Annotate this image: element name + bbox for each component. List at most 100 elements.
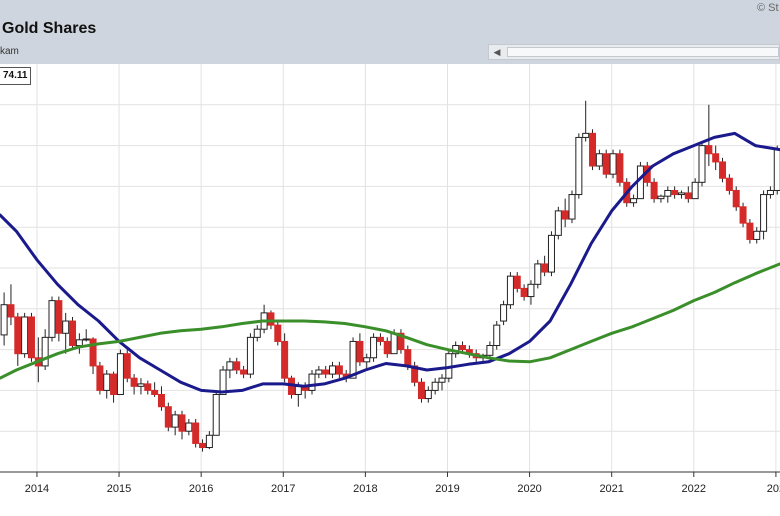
- x-tick-label: 2016: [189, 483, 213, 495]
- candle-up: [568, 194, 576, 220]
- candle-down: [719, 161, 727, 179]
- candle-down: [671, 189, 679, 196]
- candle-up: [137, 383, 145, 387]
- candle-up: [575, 136, 583, 196]
- candle-down: [233, 361, 241, 371]
- candle-up: [766, 189, 774, 196]
- x-tick-label: 2015: [107, 483, 131, 495]
- candle-down: [27, 316, 35, 359]
- candle-up: [253, 328, 261, 338]
- candle-down: [650, 181, 658, 200]
- candle-up: [82, 338, 90, 341]
- price-label: 74.11: [0, 67, 32, 85]
- candle-down: [739, 206, 747, 224]
- candle-up: [308, 373, 316, 391]
- x-axis: 2014 2015 2016 2017 2018 2019 2020 2021 2022 202: [0, 471, 780, 495]
- candle-up: [753, 230, 761, 240]
- candle-down: [684, 192, 692, 200]
- candle-up: [424, 389, 432, 400]
- candle-down: [130, 377, 138, 387]
- candle-down: [397, 332, 405, 351]
- candle-up: [595, 153, 603, 167]
- candle-down: [732, 189, 740, 208]
- candle-up: [294, 385, 302, 395]
- candle-up: [315, 369, 323, 375]
- candle-up: [103, 373, 111, 391]
- candle-up: [691, 181, 699, 200]
- moving-average-series: [0, 131, 780, 394]
- candle-down: [725, 177, 733, 191]
- candle-up: [500, 304, 508, 322]
- candle-up: [21, 316, 29, 355]
- chart-grid: [0, 64, 780, 472]
- candle-up: [349, 340, 357, 379]
- x-tick-label: 202: [767, 483, 780, 495]
- candle-up: [493, 324, 501, 347]
- candle-up: [363, 357, 371, 363]
- candle-up: [438, 377, 446, 383]
- candle-down: [110, 373, 118, 395]
- candle-up: [677, 192, 685, 196]
- candle-up: [370, 336, 378, 359]
- candle-up: [62, 320, 70, 334]
- candle-down: [267, 312, 275, 326]
- scroll-thumb[interactable]: [507, 47, 779, 57]
- chart-scrollbar[interactable]: ◀: [488, 44, 780, 60]
- candlestick-chart: 2014 2015 2016 2017 2018 2019 2020 2021 2022 202: [0, 64, 780, 495]
- candle-up: [582, 132, 590, 138]
- candle-down: [164, 406, 172, 428]
- candle-down: [7, 304, 15, 318]
- candle-up: [41, 336, 49, 367]
- scroll-left-icon[interactable]: ◀: [493, 47, 501, 57]
- x-tick-label: 2017: [271, 483, 295, 495]
- candle-down: [144, 383, 152, 391]
- candle-up: [657, 195, 665, 200]
- candle-down: [192, 422, 200, 444]
- candle-down: [746, 222, 754, 240]
- chart-subtitle: kam: [0, 46, 19, 57]
- x-tick-label: 2020: [517, 483, 541, 495]
- candle-up: [527, 283, 535, 298]
- x-tick-label: 2019: [435, 483, 459, 495]
- candle-down: [356, 340, 364, 363]
- candle-down: [178, 414, 186, 432]
- candle-up: [609, 153, 617, 175]
- candle-up: [246, 336, 254, 375]
- candle-down: [561, 210, 569, 220]
- candle-up: [630, 198, 638, 204]
- candle-down: [417, 381, 425, 400]
- candle-down: [281, 340, 289, 379]
- candle-down: [589, 132, 597, 167]
- copyright-notice: © St: [757, 2, 779, 14]
- x-tick-label: 2014: [25, 483, 49, 495]
- candle-down: [616, 153, 624, 183]
- x-tick-label: 2018: [353, 483, 377, 495]
- candle-up: [547, 234, 555, 273]
- chart-title: Gold Shares: [2, 20, 97, 37]
- candle-up: [185, 422, 193, 432]
- candle-up: [486, 345, 494, 356]
- candle-down: [151, 389, 159, 395]
- candle-down: [404, 349, 412, 367]
- candle-up: [390, 332, 398, 355]
- chart-header: Gold Shares kam © St ◀: [0, 0, 780, 64]
- candle-down: [157, 393, 165, 408]
- candle-up: [664, 189, 672, 197]
- candle-up: [219, 369, 227, 395]
- candle-down: [199, 442, 207, 449]
- candle-down: [520, 287, 528, 298]
- x-tick-label: 2022: [682, 483, 706, 495]
- candle-down: [55, 300, 63, 334]
- short-moving-average-line: [0, 131, 780, 394]
- candle-down: [69, 320, 77, 347]
- candle-up: [554, 210, 562, 236]
- long-moving-average-line: [0, 262, 780, 380]
- candle-up: [212, 393, 220, 436]
- x-tick-label: 2021: [599, 483, 623, 495]
- candle-up: [773, 149, 780, 191]
- candle-down: [376, 336, 384, 342]
- candle-up: [226, 361, 234, 371]
- candle-up: [698, 145, 706, 183]
- candle-down: [383, 340, 391, 355]
